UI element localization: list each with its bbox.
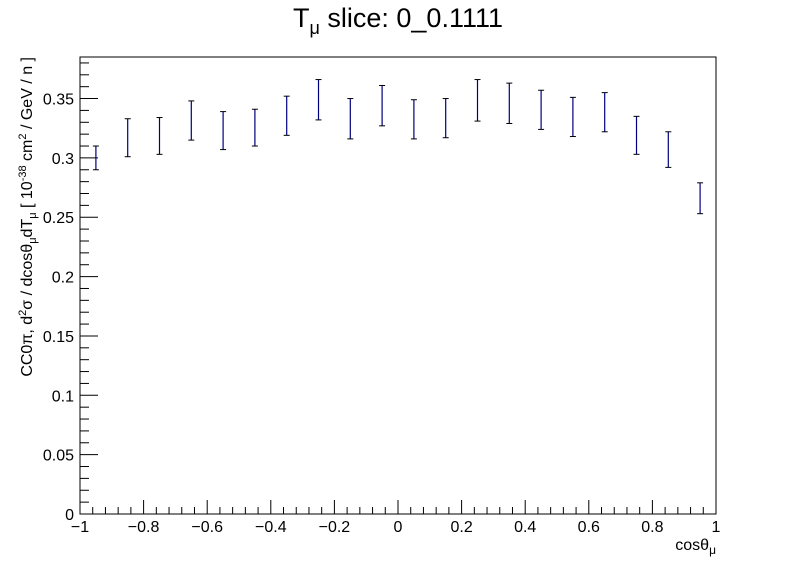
y-tick-label: 0.3	[52, 151, 74, 168]
data-point	[569, 96, 576, 138]
x-axis-title-main: cosθ	[675, 537, 709, 554]
y-axis-title-p3: dT	[19, 219, 36, 238]
y-axis-title-p1: CC0π, d	[19, 316, 36, 377]
x-axis-tick-labels: −1 −0.8 −0.6 −0.4 −0.2 0 0.2 0.4 0.6 0.8 1	[71, 519, 721, 536]
y-axis-title: CC0π, d2σ / dcosθμdTμ [ 10-38 cm2 / GeV …	[17, 57, 39, 377]
y-tick-label: 0.2	[52, 270, 74, 287]
y-axis-title-p5: cm	[19, 140, 36, 166]
x-tick-label: 0.4	[514, 519, 536, 536]
y-axis-title-p3-sub: μ	[27, 212, 39, 218]
x-axis-title: cosθμ	[675, 537, 716, 557]
x-tick-label: 1	[712, 519, 721, 536]
data-point	[410, 99, 417, 140]
x-tick-label: −0.2	[319, 519, 351, 536]
y-axis-title-p1-sup: 2	[17, 310, 29, 316]
x-axis-ticks	[79, 500, 717, 514]
x-tick-label: −1	[71, 519, 89, 536]
data-point	[601, 92, 608, 133]
data-point	[506, 82, 513, 124]
x-tick-label: 0.6	[578, 519, 600, 536]
data-point	[124, 118, 131, 158]
x-tick-label: −0.8	[128, 519, 160, 536]
y-axis-title-p2: σ / dcosθ	[19, 244, 36, 310]
data-point	[538, 89, 545, 130]
y-tick-label: 0.35	[43, 92, 74, 109]
y-tick-label: 0	[65, 507, 74, 524]
y-axis-tick-labels: 0 0.05 0.1 0.15 0.2 0.25 0.3 0.35	[43, 92, 74, 524]
data-point	[379, 84, 386, 127]
data-point	[697, 182, 704, 215]
data-point	[156, 117, 163, 155]
data-point	[251, 108, 258, 147]
data-point	[188, 100, 195, 141]
y-axis-title-p2-sub: μ	[27, 237, 39, 243]
chart-title-rest: slice: 0_0.1111	[320, 3, 503, 33]
y-axis-title-p4: [ 10	[19, 181, 36, 212]
y-axis-title-p5-sup: 2	[17, 133, 29, 139]
y-tick-label: 0.25	[43, 210, 74, 227]
x-axis-title-sub: μ	[709, 543, 716, 557]
x-tick-label: 0	[394, 519, 403, 536]
y-tick-label: 0.05	[43, 448, 74, 465]
chart-title: Tμ slice: 0_0.1111	[293, 3, 503, 38]
data-point	[283, 95, 290, 136]
data-point	[474, 79, 481, 122]
y-axis-title-p6: / GeV / n ]	[19, 57, 36, 133]
y-tick-label: 0.15	[43, 329, 74, 346]
data-point	[220, 111, 227, 151]
data-point	[665, 131, 672, 168]
data-point	[315, 79, 322, 121]
data-point	[92, 145, 99, 171]
x-tick-label: −0.6	[191, 519, 223, 536]
x-tick-label: 0.8	[641, 519, 663, 536]
data-point	[347, 98, 354, 140]
y-axis-ticks	[80, 62, 98, 515]
x-tick-label: 0.2	[450, 519, 472, 536]
y-tick-label: 0.1	[52, 388, 74, 405]
y-axis-title-p4-sup: -38	[17, 165, 29, 181]
data-point	[633, 115, 640, 155]
x-tick-label: −0.4	[255, 519, 287, 536]
chart-title-main: T	[293, 3, 310, 33]
chart-title-sub: μ	[310, 18, 320, 38]
data-point	[442, 98, 449, 139]
error-bars	[92, 79, 704, 215]
